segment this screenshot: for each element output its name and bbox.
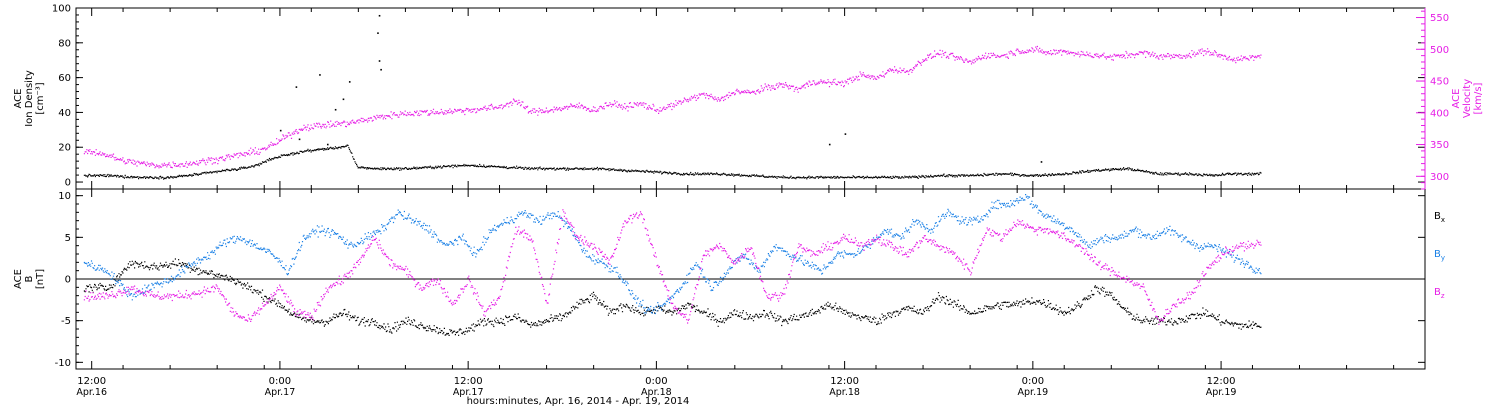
y-tick-label-left: 40 (58, 108, 71, 119)
y-tick-label-right: 300 (1430, 172, 1449, 183)
outlier-point (326, 143, 329, 146)
y-tick-label-right: 500 (1430, 45, 1449, 56)
outlier-point (295, 86, 298, 88)
series-points-plasma-1 (83, 45, 1262, 169)
x-tick-label-time: 12:00 (830, 376, 859, 387)
y-tick-label-left: 100 (52, 4, 71, 15)
y-axis-title-line: ACE (1451, 89, 1462, 109)
y-tick-label-left: -5 (61, 316, 71, 327)
y-tick-label-left: -10 (55, 358, 71, 369)
legend-symbol: B (1434, 249, 1441, 260)
x-axis-title: hours:minutes, Apr. 16, 2014 - Apr. 19, … (467, 396, 690, 407)
y-axis-title-right-plasma: ACEVelocity[km/s] (1451, 79, 1484, 118)
y-tick-label-right: 350 (1430, 140, 1449, 151)
x-tick-label-date: Apr.19 (1018, 387, 1049, 398)
legend-subscript: y (1441, 254, 1445, 262)
y-tick-label-left: 60 (58, 73, 71, 84)
legend-entry-by: By (1434, 249, 1445, 262)
outlier-point (342, 98, 345, 101)
x-tick-label-time: 0:00 (269, 376, 291, 387)
x-tick-label-time: 0:00 (1022, 376, 1044, 387)
outlier-point (380, 68, 382, 71)
y-tick-label-right: 450 (1430, 77, 1449, 88)
legend-symbol: B (1434, 211, 1441, 222)
y-tick-label-left: 20 (58, 143, 71, 154)
y-axis-title-line: [nT] (35, 269, 46, 289)
outlier-point (298, 138, 301, 141)
y-axis-title-line: Ion Density (24, 70, 35, 127)
outlier-point (334, 108, 337, 111)
y-axis-title-line: [cm⁻³] (35, 82, 46, 114)
series-points-magnetic-2 (83, 209, 1262, 325)
data-points-layer (83, 14, 1262, 336)
x-tick-label-date: Apr.17 (453, 387, 484, 398)
outlier-point (844, 133, 847, 135)
axes-layer (75, 7, 1426, 369)
x-tick-label-date: Apr.16 (76, 387, 107, 398)
series-points-magnetic-0 (83, 258, 1262, 336)
legend-subscript: z (1441, 292, 1445, 300)
y-axis-title-line: B (24, 275, 35, 282)
y-axis-title-plasma: ACEIon Density[cm⁻³] (13, 70, 46, 127)
y-axis-title-line: [km/s] (1473, 82, 1484, 114)
legend-subscript: x (1441, 216, 1445, 224)
y-tick-label-left: 0 (65, 275, 71, 286)
y-axis-title-magnetic: ACEB[nT] (13, 269, 46, 289)
outlier-point (279, 129, 282, 132)
x-tick-label-time: 0:00 (645, 376, 667, 387)
x-tick-label-time: 12:00 (1207, 376, 1236, 387)
panel-frame-plasma (75, 7, 1426, 190)
series-group-plasma (83, 14, 1262, 180)
y-axis-title-line: ACE (13, 89, 24, 109)
outlier-point (378, 14, 381, 17)
legend-symbol: B (1434, 287, 1441, 298)
x-tick-label-date: Apr.18 (829, 387, 860, 398)
x-tick-label-date: Apr.18 (641, 387, 672, 398)
y-tick-label-left: 0 (65, 178, 71, 189)
y-axis-title-line: ACE (13, 269, 24, 289)
outlier-point (828, 143, 831, 146)
outlier-point (1040, 161, 1043, 163)
x-tick-label-date: Apr.19 (1206, 387, 1237, 398)
x-tick-label-time: 12:00 (77, 376, 106, 387)
outlier-point (378, 60, 381, 62)
y-tick-label-left: 80 (58, 38, 71, 49)
legend-entry-bz: Bz (1434, 287, 1445, 300)
legend-entry-bx: Bx (1434, 211, 1445, 224)
x-tick-label-date: Apr.17 (265, 387, 296, 398)
outlier-point (319, 74, 321, 76)
series-group-magnetic (83, 194, 1262, 336)
outlier-point (377, 32, 379, 34)
y-axis-title-line: Velocity (1462, 79, 1473, 118)
y-tick-label-left: 5 (65, 233, 71, 244)
outlier-point (348, 81, 351, 83)
y-tick-label-right: 550 (1430, 13, 1449, 24)
x-tick-label-time: 12:00 (454, 376, 483, 387)
y-tick-label-right: 400 (1430, 108, 1449, 119)
y-tick-label-left: 10 (58, 191, 71, 202)
